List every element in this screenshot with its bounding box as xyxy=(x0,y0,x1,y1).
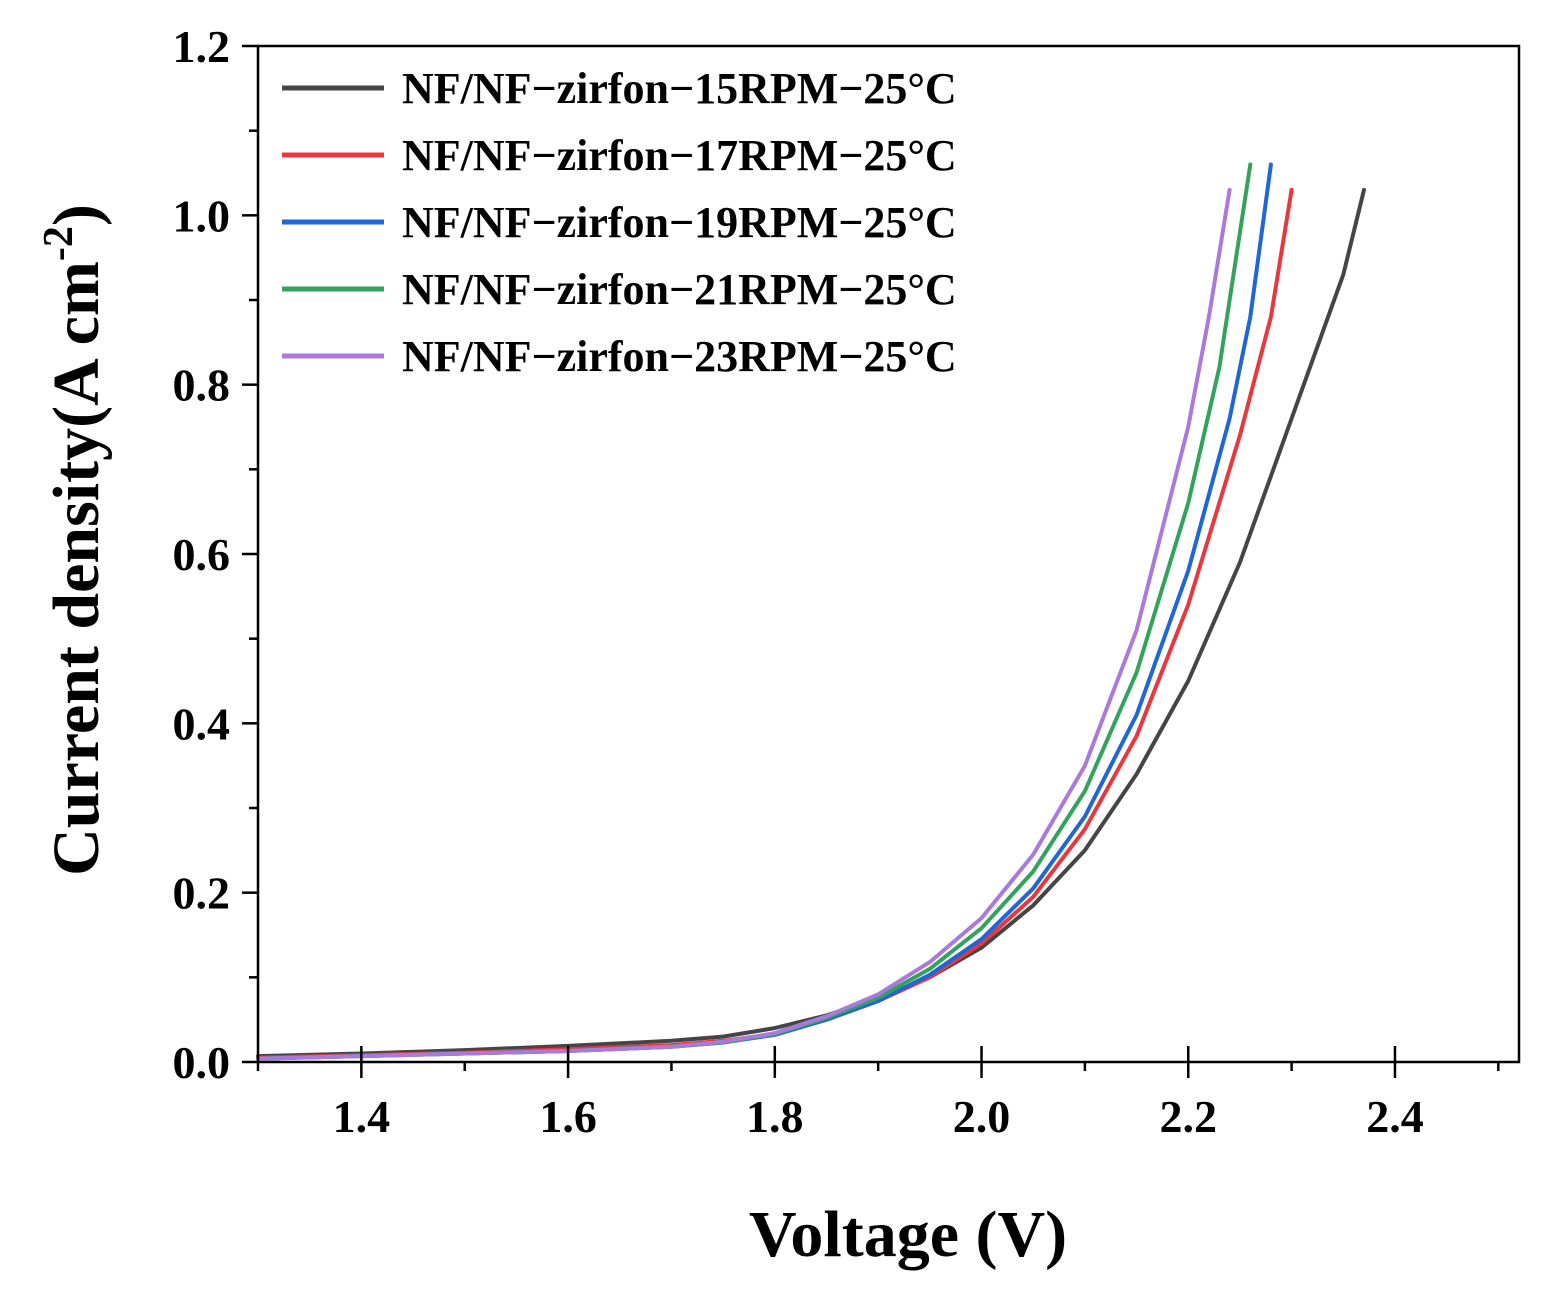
y-axis-title-unit: (A cm xyxy=(40,261,113,428)
y-tick-label: 1.2 xyxy=(173,21,231,72)
x-tick-label: 2.0 xyxy=(953,1091,1011,1142)
legend-label-4: NF/NF−zirfon−21RPM−25°C xyxy=(402,265,957,314)
x-tick-label: 2.2 xyxy=(1159,1091,1217,1142)
legend-label-2: NF/NF−zirfon−17RPM−25°C xyxy=(402,131,957,180)
y-tick-label: 1.0 xyxy=(173,190,231,241)
x-axis-title: Voltage (V) xyxy=(749,1198,1067,1271)
y-tick-label: 0.8 xyxy=(173,360,231,411)
legend-label-3: NF/NF−zirfon−19RPM−25°C xyxy=(402,198,957,247)
y-axis-title: Current density(A cm-2) xyxy=(36,204,113,876)
legend-label-1: NF/NF−zirfon−15RPM−25°C xyxy=(402,64,957,113)
x-tick-label: 1.4 xyxy=(333,1091,391,1142)
y-tick-label: 0.6 xyxy=(173,529,231,580)
legend: NF/NF−zirfon−15RPM−25°C NF/NF−zirfon−17RP… xyxy=(282,64,957,381)
y-tick-label: 0.2 xyxy=(173,868,231,919)
x-tick-label: 1.8 xyxy=(746,1091,804,1142)
series-layer xyxy=(256,162,1366,1061)
y-tick-label: 0.4 xyxy=(173,698,231,749)
y-axis-title-main: Current density xyxy=(40,428,113,876)
x-ticks: 1.4 1.6 1.8 2.0 2.2 2.4 xyxy=(256,1046,1500,1142)
y-axis-title-close: ) xyxy=(40,204,113,226)
x-tick-label: 2.4 xyxy=(1366,1091,1424,1142)
y-axis-title-superscript: -2 xyxy=(36,226,82,261)
x-tick-label: 1.6 xyxy=(539,1091,597,1142)
legend-label-5: NF/NF−zirfon−23RPM−25°C xyxy=(402,332,957,381)
series-line-5 xyxy=(256,187,1232,1061)
y-ticks: 0.0 0.2 0.4 0.6 0.8 1.0 1.2 xyxy=(173,21,258,1088)
y-tick-label: 0.0 xyxy=(173,1037,231,1088)
